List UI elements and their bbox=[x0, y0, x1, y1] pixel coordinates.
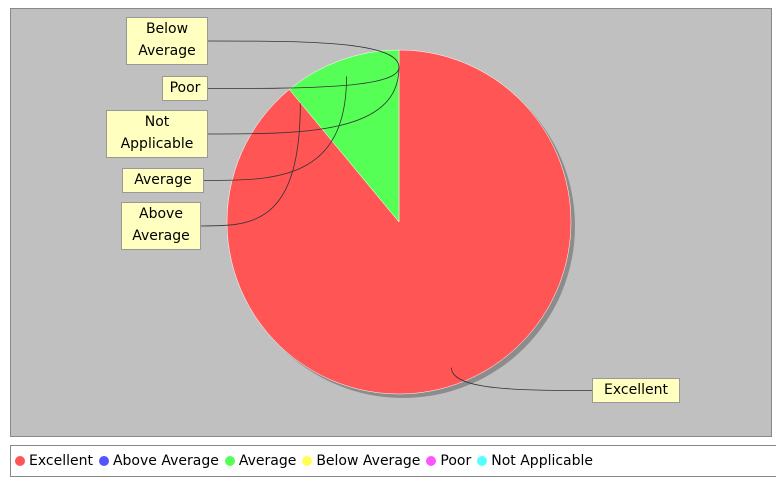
label-link bbox=[207, 67, 400, 89]
label-link bbox=[451, 367, 593, 391]
legend-item: Average bbox=[224, 453, 297, 469]
legend: Excellent Above Average Average Below Avera… bbox=[10, 445, 776, 477]
legend-swatch bbox=[224, 456, 235, 466]
legend-label: Below Average bbox=[316, 453, 421, 469]
legend-item: Below Average bbox=[302, 453, 420, 469]
legend-label: Not Applicable bbox=[491, 453, 594, 469]
slice-label: Not Applicable bbox=[106, 110, 208, 158]
label-link bbox=[207, 67, 400, 135]
legend-label: Excellent bbox=[29, 453, 93, 469]
legend-item: Above Average bbox=[98, 453, 219, 469]
slice-label: Average bbox=[122, 168, 204, 193]
label-link bbox=[203, 76, 347, 181]
plot-area bbox=[10, 8, 772, 437]
pie-slice bbox=[289, 49, 400, 223]
legend-item: Excellent bbox=[15, 453, 93, 469]
legend-swatch bbox=[302, 456, 313, 466]
legend-swatch bbox=[98, 456, 109, 466]
slice-label: Poor bbox=[162, 76, 208, 101]
legend-swatch bbox=[477, 456, 488, 466]
legend-label: Above Average bbox=[112, 453, 219, 469]
legend-label: Poor bbox=[440, 453, 472, 469]
legend-item: Not Applicable bbox=[477, 453, 593, 469]
label-link bbox=[207, 40, 400, 68]
legend-item: Poor bbox=[426, 453, 471, 469]
legend-swatch bbox=[15, 456, 25, 466]
slice-label: Excellent bbox=[592, 378, 680, 403]
legend-swatch bbox=[426, 456, 437, 466]
label-link bbox=[200, 102, 301, 227]
legend-label: Average bbox=[238, 453, 297, 469]
slice-label: Below Average bbox=[126, 17, 208, 65]
slice-label: Above Average bbox=[121, 202, 201, 250]
